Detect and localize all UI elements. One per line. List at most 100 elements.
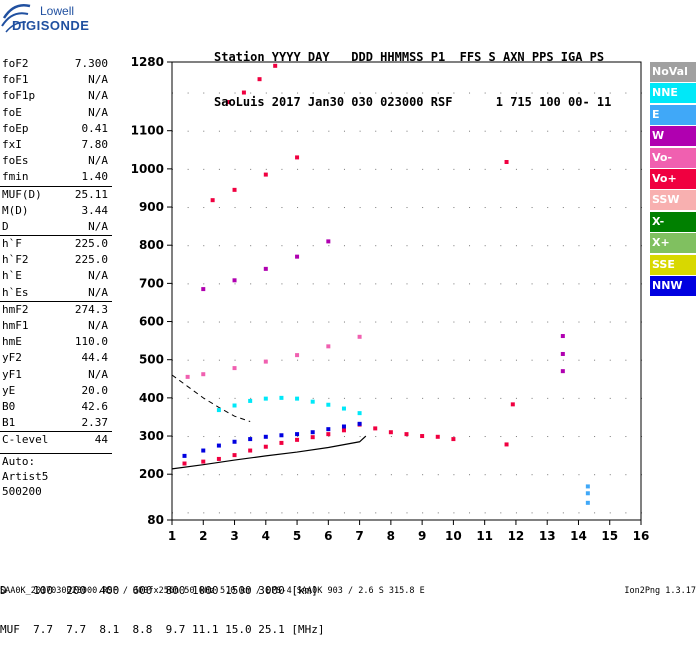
grid-dot bbox=[265, 512, 267, 514]
echo-point bbox=[273, 63, 278, 68]
param-value: N/A bbox=[88, 367, 108, 381]
grid-dot bbox=[250, 512, 252, 514]
grid-dot bbox=[203, 245, 205, 247]
grid-dot bbox=[453, 207, 455, 209]
grid-dot bbox=[312, 168, 314, 170]
grid-dot bbox=[203, 321, 205, 323]
grid-dot bbox=[453, 397, 455, 399]
grid-dot bbox=[406, 92, 408, 94]
grid-dot bbox=[609, 130, 611, 132]
param-name: hmF1 bbox=[2, 319, 29, 332]
grid-dot bbox=[406, 359, 408, 361]
grid-dot bbox=[594, 245, 596, 247]
param-name: foEs bbox=[2, 154, 29, 168]
grid-dot bbox=[203, 130, 205, 132]
param-name: hmF2 bbox=[2, 302, 29, 316]
lowell-digisonde-logo: Lowell DIGISONDE bbox=[0, 0, 89, 50]
param-name: h`F2 bbox=[2, 253, 29, 267]
grid-dot bbox=[500, 474, 502, 476]
header-field-values: SaoLuis 2017 Jan30 030 023000 RSF 1 715 … bbox=[214, 95, 612, 109]
grid-dot bbox=[265, 92, 267, 94]
grid-dot bbox=[547, 283, 549, 285]
param-row: yF1 N/A bbox=[0, 367, 112, 383]
grid-dot bbox=[203, 283, 205, 285]
param-row: h`F2 225.0 bbox=[0, 252, 112, 268]
param-name: foF1 bbox=[2, 73, 29, 87]
grid-dot bbox=[297, 245, 299, 247]
virtual-height-dashed-curve bbox=[171, 374, 251, 423]
grid-dot bbox=[250, 283, 252, 285]
grid-dot bbox=[625, 397, 627, 399]
param-row: foEp 0.41 bbox=[0, 121, 112, 137]
param-value: 0.41 bbox=[81, 121, 109, 135]
param-row: yE 20.0 bbox=[0, 383, 112, 399]
grid-dot bbox=[609, 359, 611, 361]
grid-dot bbox=[297, 359, 299, 361]
grid-dot bbox=[562, 92, 564, 94]
grid-dot bbox=[547, 130, 549, 132]
grid-dot bbox=[594, 130, 596, 132]
grid-dot bbox=[562, 283, 564, 285]
y-tick-label: 600 bbox=[139, 315, 164, 329]
grid-dot bbox=[328, 283, 330, 285]
param-value: 2.37 bbox=[81, 416, 109, 430]
grid-dot bbox=[500, 321, 502, 323]
param-row: hmE 110.0 bbox=[0, 334, 112, 350]
grid-dot bbox=[375, 512, 377, 514]
echo-point bbox=[216, 456, 221, 461]
x-tick-label: 13 bbox=[539, 529, 556, 543]
param-value: N/A bbox=[88, 219, 108, 233]
echo-point bbox=[185, 374, 190, 379]
grid-dot bbox=[578, 512, 580, 514]
param-row: C-level 44 bbox=[0, 431, 112, 448]
grid-dot bbox=[422, 512, 424, 514]
grid-dot bbox=[281, 168, 283, 170]
grid-dot bbox=[312, 512, 314, 514]
grid-dot bbox=[312, 321, 314, 323]
grid-dot bbox=[234, 474, 236, 476]
grid-dot bbox=[609, 207, 611, 209]
grid-dot bbox=[453, 283, 455, 285]
grid-dot bbox=[531, 168, 533, 170]
grid-dot bbox=[484, 168, 486, 170]
grid-dot bbox=[422, 321, 424, 323]
grid-dot bbox=[281, 207, 283, 209]
grid-dot bbox=[437, 207, 439, 209]
grid-dot bbox=[187, 512, 189, 514]
param-name: yE bbox=[2, 383, 16, 397]
grid-dot bbox=[515, 283, 517, 285]
grid-dot bbox=[484, 283, 486, 285]
grid-dot bbox=[297, 512, 299, 514]
grid-dot bbox=[500, 512, 502, 514]
echo-point bbox=[357, 334, 362, 339]
autoscale-text: 500200 bbox=[2, 484, 42, 498]
grid-dot bbox=[594, 92, 596, 94]
grid-dot bbox=[218, 168, 220, 170]
grid-dot bbox=[359, 512, 361, 514]
grid-dot bbox=[187, 130, 189, 132]
echo-point bbox=[295, 432, 300, 437]
grid-dot bbox=[375, 130, 377, 132]
grid-dot bbox=[406, 168, 408, 170]
grid-dot bbox=[234, 92, 236, 94]
echo-point bbox=[216, 443, 221, 448]
grid-dot bbox=[187, 397, 189, 399]
grid-dot bbox=[390, 397, 392, 399]
grid-dot bbox=[609, 92, 611, 94]
grid-dot bbox=[281, 321, 283, 323]
echo-point bbox=[326, 432, 331, 437]
grid-dot bbox=[422, 130, 424, 132]
grid-dot bbox=[500, 283, 502, 285]
param-name: h`E bbox=[2, 269, 22, 283]
grid-dot bbox=[390, 245, 392, 247]
grid-dot bbox=[234, 245, 236, 247]
grid-dot bbox=[547, 436, 549, 438]
grid-dot bbox=[297, 207, 299, 209]
grid-dot bbox=[562, 245, 564, 247]
autoscale-text: Auto: bbox=[2, 454, 36, 468]
grid-dot bbox=[422, 397, 424, 399]
grid-dot bbox=[281, 474, 283, 476]
y-tick-label: 200 bbox=[139, 467, 164, 481]
grid-dot bbox=[469, 436, 471, 438]
grid-dot bbox=[359, 130, 361, 132]
